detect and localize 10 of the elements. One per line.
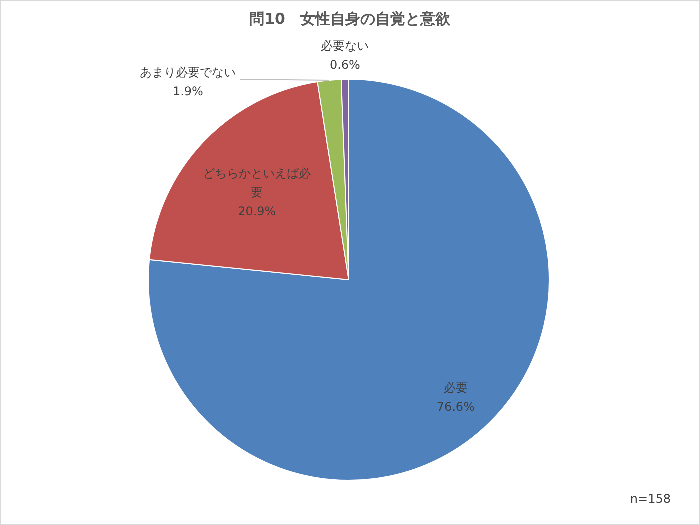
data-label: 1.9% (172, 84, 204, 99)
slice-label: 必要ない (321, 39, 370, 54)
text: n=158 (630, 492, 671, 506)
data-label: 76.6% (436, 400, 475, 414)
slice-label: どちらかといえば必要 (203, 166, 312, 200)
slice-label: あまり必要でない (140, 66, 236, 80)
slice-label: 必要 (444, 380, 468, 395)
data-label: 20.9% (238, 204, 276, 218)
data-label: 0.6% (330, 58, 360, 72)
chart-title: 問10 女性自身の自覚と意欲 (250, 10, 452, 28)
